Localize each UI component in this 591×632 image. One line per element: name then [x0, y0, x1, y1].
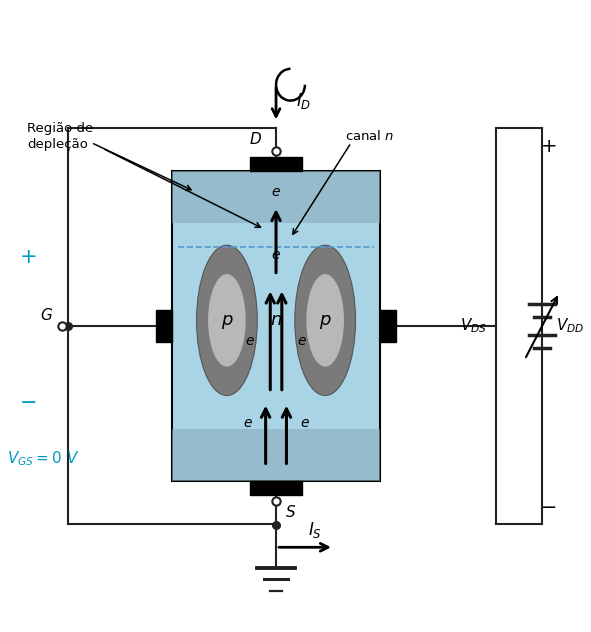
- Ellipse shape: [306, 274, 344, 367]
- Ellipse shape: [295, 245, 356, 396]
- Text: $V_{GS} = 0$ V: $V_{GS} = 0$ V: [7, 450, 80, 468]
- Text: n: n: [270, 312, 282, 329]
- Ellipse shape: [208, 274, 246, 367]
- FancyBboxPatch shape: [250, 157, 302, 171]
- Text: $V_{DS}$: $V_{DS}$: [460, 317, 487, 336]
- Text: Região de
depleção: Região de depleção: [27, 122, 93, 151]
- FancyBboxPatch shape: [172, 428, 380, 481]
- FancyBboxPatch shape: [172, 171, 380, 481]
- Ellipse shape: [197, 245, 257, 396]
- Text: e: e: [243, 416, 251, 430]
- Text: $V_{DD}$: $V_{DD}$: [557, 317, 585, 336]
- Text: p: p: [320, 312, 331, 329]
- Text: $G$: $G$: [40, 307, 53, 323]
- FancyBboxPatch shape: [156, 310, 172, 342]
- Text: $D$: $D$: [249, 131, 262, 147]
- Text: $-$: $-$: [540, 497, 556, 516]
- Text: e: e: [246, 334, 254, 348]
- Text: e: e: [301, 416, 309, 430]
- Text: e: e: [272, 248, 280, 262]
- Text: canal $n$: canal $n$: [345, 128, 395, 143]
- Text: $+$: $+$: [19, 246, 36, 267]
- Text: $S$: $S$: [285, 504, 296, 520]
- Text: p: p: [221, 312, 233, 329]
- Text: $I_S$: $I_S$: [308, 520, 322, 540]
- FancyBboxPatch shape: [172, 171, 380, 224]
- Text: $-$: $-$: [19, 391, 36, 411]
- FancyBboxPatch shape: [380, 310, 397, 342]
- Text: e: e: [298, 334, 306, 348]
- Text: e: e: [272, 185, 280, 198]
- Text: $I_D$: $I_D$: [296, 90, 311, 111]
- FancyBboxPatch shape: [250, 481, 302, 495]
- Text: $+$: $+$: [540, 137, 556, 155]
